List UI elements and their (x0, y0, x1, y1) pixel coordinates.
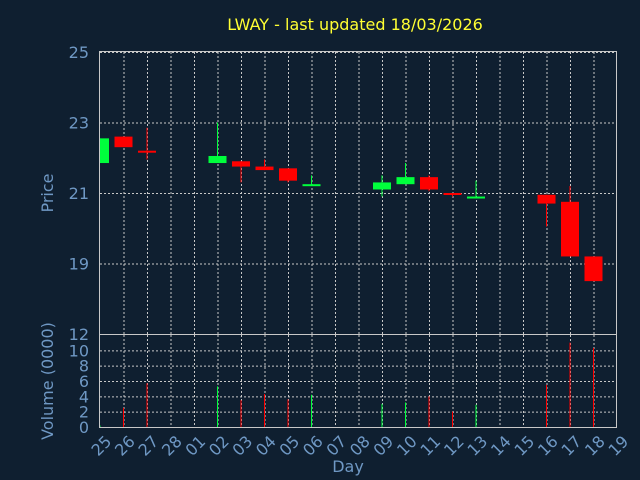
chart-title: LWAY - last updated 18/03/2026 (227, 15, 483, 34)
x-axis-label: Day (332, 457, 364, 476)
price-tick-label: 23 (69, 114, 89, 133)
candle-body (279, 168, 297, 181)
candle-body (584, 256, 603, 282)
chart-marks (99, 122, 603, 427)
volume-panel-frame (99, 334, 617, 428)
candle-body (114, 136, 133, 148)
tick-labels: 2526272801020304050607080910111213141516… (69, 43, 633, 460)
candle-body (208, 155, 227, 164)
volume-tick-label: 6 (79, 372, 89, 391)
candle-body (561, 201, 579, 257)
volume-axis-label: Volume (0000) (38, 322, 57, 440)
volume-tick-label: 2 (79, 403, 89, 422)
candle-body (443, 193, 462, 195)
candle-body (255, 166, 274, 171)
panel-boundary-tick-label: 12 (69, 325, 89, 344)
price-tick-label: 21 (69, 184, 89, 203)
volume-tick-label: 10 (69, 341, 89, 360)
price-tick-label: 25 (69, 43, 89, 62)
candle-body (420, 177, 438, 190)
volume-tick-label: 8 (79, 357, 89, 376)
candle-body (100, 138, 109, 164)
volume-tick-label: 4 (79, 387, 89, 406)
grid-lines (100, 52, 616, 427)
volume-tick-label: 0 (79, 418, 89, 437)
candle-body (537, 194, 556, 204)
candle-body (467, 196, 485, 199)
price-tick-label: 19 (69, 255, 89, 274)
candle-body (396, 177, 415, 185)
candle-body (232, 161, 250, 167)
x-tick-label: 19 (604, 432, 632, 460)
candle-body (373, 182, 391, 190)
candle-body (138, 150, 156, 153)
candle-body (302, 184, 321, 187)
price-axis-label: Price (38, 173, 57, 212)
